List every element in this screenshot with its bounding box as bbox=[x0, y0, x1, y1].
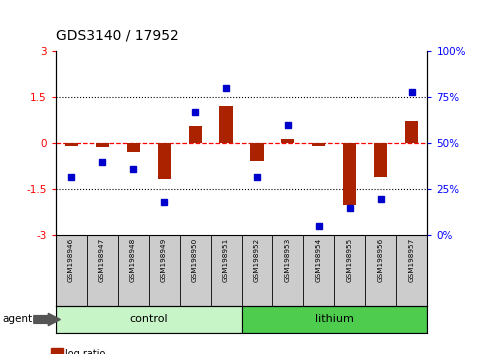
Bar bbox=[65, 143, 78, 146]
Bar bbox=[313, 143, 326, 146]
Bar bbox=[96, 143, 109, 147]
Bar bbox=[343, 143, 356, 205]
Text: GSM198952: GSM198952 bbox=[254, 238, 260, 282]
Bar bbox=[127, 143, 140, 152]
Text: GSM198949: GSM198949 bbox=[161, 238, 167, 282]
Bar bbox=[219, 106, 232, 143]
Text: GSM198947: GSM198947 bbox=[99, 238, 105, 282]
Text: GSM198951: GSM198951 bbox=[223, 238, 229, 282]
Bar bbox=[242, 306, 427, 333]
Bar bbox=[374, 143, 387, 177]
Text: agent: agent bbox=[2, 314, 32, 325]
Bar bbox=[188, 126, 201, 143]
Text: GSM198954: GSM198954 bbox=[316, 238, 322, 282]
Bar bbox=[282, 139, 295, 143]
Text: GSM198950: GSM198950 bbox=[192, 238, 198, 282]
Text: GSM198953: GSM198953 bbox=[285, 238, 291, 282]
Text: GSM198948: GSM198948 bbox=[130, 238, 136, 282]
Bar bbox=[251, 143, 264, 161]
Bar bbox=[157, 143, 170, 179]
Text: log ratio: log ratio bbox=[65, 349, 106, 354]
Text: GSM198956: GSM198956 bbox=[378, 238, 384, 282]
Text: GSM198957: GSM198957 bbox=[409, 238, 415, 282]
Text: GDS3140 / 17952: GDS3140 / 17952 bbox=[56, 28, 178, 42]
Text: GSM198955: GSM198955 bbox=[347, 238, 353, 282]
Bar bbox=[405, 121, 418, 143]
Bar bbox=[56, 306, 242, 333]
Text: control: control bbox=[129, 314, 168, 325]
Text: GSM198946: GSM198946 bbox=[68, 238, 74, 282]
Text: lithium: lithium bbox=[315, 314, 354, 325]
